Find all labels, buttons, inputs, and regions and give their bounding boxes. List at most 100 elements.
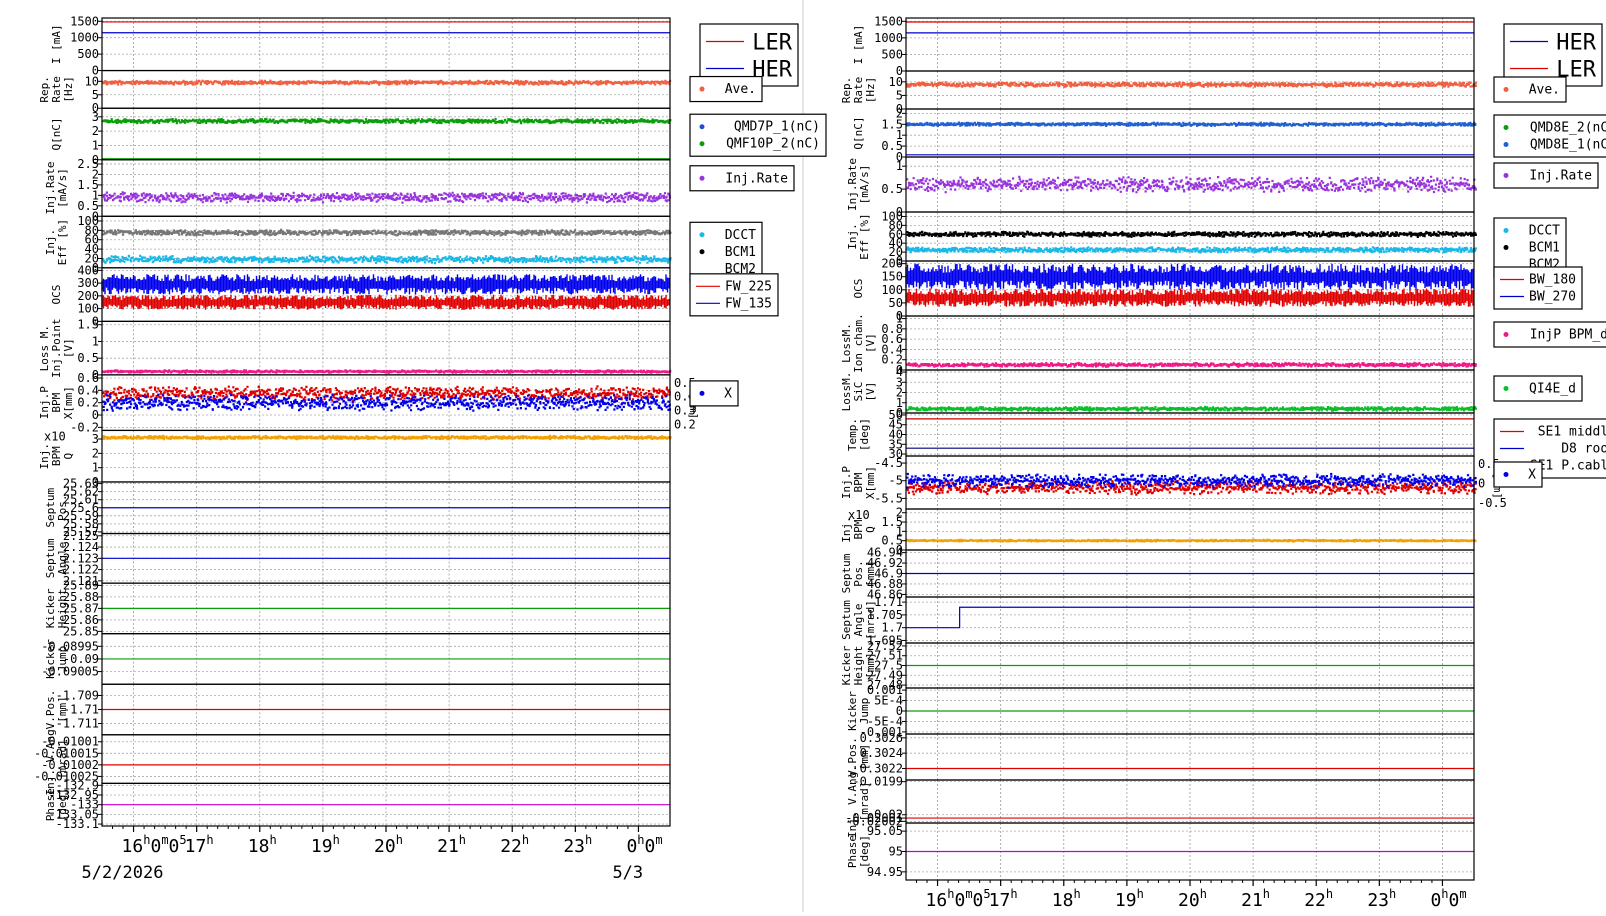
legend-box bbox=[689, 165, 795, 192]
y2-tick-label: 0.3 bbox=[674, 404, 696, 418]
y-axis-label: Septum bbox=[44, 488, 57, 528]
legend: Ave. bbox=[1493, 76, 1567, 103]
y-tick-label: 500 bbox=[77, 47, 99, 61]
y-tick-label: 2.123 bbox=[63, 551, 99, 565]
legend-label: QMF10P_2(nC) bbox=[726, 137, 820, 152]
legend-label: QMD8E_1(nC) bbox=[1530, 138, 1606, 153]
y-tick-label: 0 bbox=[896, 150, 903, 164]
x-tick-label: 21h bbox=[437, 833, 466, 857]
legend-label: SE1 P.cable bbox=[1530, 459, 1606, 474]
y-tick-label: 1 bbox=[896, 396, 903, 410]
y-tick-label: -0.010025 bbox=[34, 769, 99, 783]
x-tick-label: 22h bbox=[500, 833, 529, 857]
y-tick-label: 2 bbox=[92, 124, 99, 138]
legend-box bbox=[1493, 162, 1599, 189]
y-tick-label: 25.61 bbox=[63, 493, 99, 507]
y-tick-label: 0 bbox=[92, 209, 99, 223]
y-axis-label: Height bbox=[852, 646, 865, 686]
y-axis-label: [deg] bbox=[858, 835, 871, 868]
legend-swatch-dot bbox=[699, 86, 705, 92]
legend-swatch-dot bbox=[699, 124, 705, 130]
y-tick-label: 25.63 bbox=[63, 477, 99, 491]
series-scatter bbox=[102, 434, 672, 441]
y-tick-label: 27.48 bbox=[867, 678, 903, 692]
y-axis-label: LossM. bbox=[840, 372, 853, 412]
y-tick-label: 25.89 bbox=[63, 578, 99, 592]
y-tick-label: 1.7 bbox=[881, 621, 903, 635]
y-axis-label: I [mA] bbox=[50, 24, 63, 64]
y-tick-label: -133.05 bbox=[48, 807, 99, 821]
y-axis-label: Inj. V.Ang. bbox=[846, 765, 859, 838]
legend-label: DCCT bbox=[725, 228, 756, 243]
y-tick-label: 46.86 bbox=[867, 587, 903, 601]
y-tick-label: -0.09 bbox=[63, 652, 99, 666]
y-tick-label: 0 bbox=[896, 205, 903, 219]
y-axis-label: Loss M. bbox=[38, 325, 51, 371]
y-tick-label: 2 bbox=[92, 167, 99, 181]
y-axis-label: [mm] bbox=[858, 744, 871, 771]
y-axis-label: Angle bbox=[56, 542, 69, 575]
y-tick-label: 0 bbox=[896, 254, 903, 268]
y-axis-label: Inj. bbox=[846, 223, 859, 250]
legend-swatch-dot bbox=[1503, 142, 1509, 147]
y-axis-label: Rep. bbox=[840, 77, 853, 104]
y-tick-label: 2.121 bbox=[63, 574, 99, 588]
legend-label: SE1 middle bbox=[1538, 425, 1606, 440]
y-tick-label: 0.5 bbox=[77, 351, 99, 365]
y-axis-label: Kicker bbox=[44, 588, 57, 628]
legend-box bbox=[689, 273, 779, 317]
legend-label: HER bbox=[1556, 31, 1596, 56]
x-tick-label: 23h bbox=[1367, 887, 1396, 911]
legend-box bbox=[689, 380, 739, 407]
y-axis-label: X[mm] bbox=[864, 466, 877, 499]
legend: Inj.Rate bbox=[689, 165, 795, 192]
legend-swatch-dot bbox=[699, 175, 705, 181]
y-axis-label: Height bbox=[56, 589, 69, 629]
x-tick-label: 22h bbox=[1304, 887, 1333, 911]
y-tick-label: -0.0199 bbox=[852, 775, 903, 789]
y-tick-label: 0.4 bbox=[77, 383, 99, 397]
y-axis-label: [mm] bbox=[864, 652, 877, 679]
y-tick-label: 2.125 bbox=[63, 529, 99, 543]
legend-label: FW_225 bbox=[725, 279, 772, 294]
y-tick-label: 80 bbox=[85, 223, 99, 237]
y-axis-label: [deg] bbox=[858, 418, 871, 451]
legend-label: Ave. bbox=[725, 82, 756, 97]
y-axis-label: Rep. bbox=[38, 76, 51, 103]
y-tick-label: -0.2 bbox=[70, 420, 99, 434]
y-axis-label: OCS bbox=[852, 279, 865, 299]
y-tick-label: 1500 bbox=[70, 14, 99, 28]
y-tick-label: 150 bbox=[881, 270, 903, 284]
x-tick-label: 0h0m bbox=[626, 833, 662, 857]
series-scatter bbox=[906, 538, 1477, 543]
x-tick-label: 18h bbox=[248, 833, 277, 857]
y-tick-label: -0.02 bbox=[867, 808, 903, 822]
y-tick-label: 25.58 bbox=[63, 517, 99, 531]
legend-box bbox=[689, 113, 827, 157]
series-scatter bbox=[102, 228, 672, 237]
y-axis-label: [V] bbox=[62, 338, 75, 358]
x-tick-label: 16h0m05 bbox=[122, 833, 187, 857]
y-tick-label: 4 bbox=[896, 365, 903, 379]
y-tick-label: 40 bbox=[889, 428, 903, 442]
y-tick-label: -0.001 bbox=[860, 725, 903, 739]
y-axis-label: I [mA] bbox=[852, 25, 865, 65]
legend-label: X bbox=[1528, 468, 1536, 483]
y-tick-label: -133.1 bbox=[56, 817, 99, 831]
y-tick-label: -0.02001 bbox=[845, 811, 903, 825]
y-tick-label: -0.01002 bbox=[41, 758, 99, 772]
y-tick-label: 25.59 bbox=[63, 509, 99, 523]
y-tick-label: 0 bbox=[896, 309, 903, 323]
legend-label: BCM1 bbox=[725, 245, 756, 260]
y-axis-label: [mrad] bbox=[56, 739, 69, 779]
legend-swatch-dot bbox=[699, 249, 705, 255]
y-tick-label: 40 bbox=[889, 236, 903, 250]
y-tick-label: 0.2 bbox=[77, 396, 99, 410]
